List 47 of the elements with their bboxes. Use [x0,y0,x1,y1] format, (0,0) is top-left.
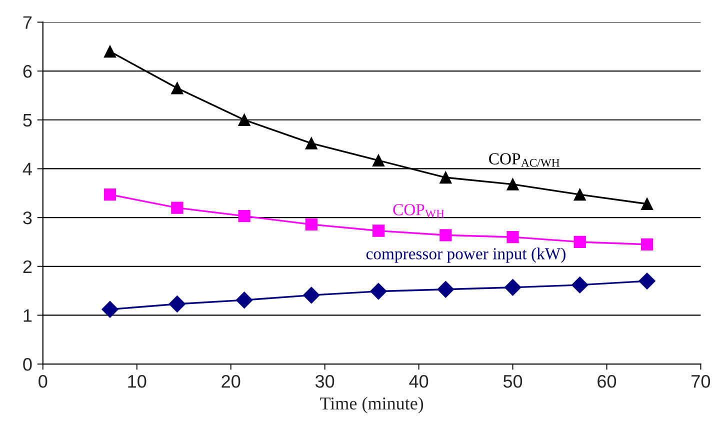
y-tick-label: 2 [23,260,32,273]
point [638,272,656,290]
series-label: compressor power input (kW) [366,248,566,263]
point [574,236,586,248]
point [440,229,452,242]
x-tick-label: 40 [409,374,428,388]
point [102,301,118,318]
point [640,198,654,210]
y-tick-label: 1 [24,309,32,322]
point [104,188,116,201]
point [440,171,452,184]
y-tick-label: 3 [23,211,32,224]
y-tick-label: 7 [23,16,32,29]
series-label: COP$_{WH}$ [393,204,444,218]
x-tick-label: 10 [128,374,146,388]
point [238,114,250,126]
point [305,137,318,150]
point [571,276,588,294]
point [506,178,519,190]
point [437,280,454,298]
point [574,188,586,201]
point [305,218,318,230]
point [303,286,320,304]
x-tick-label: 20 [222,374,240,388]
point [640,238,654,250]
x-axis-title: Time (minute) [320,396,424,414]
x-tick-label: 0 [38,374,48,388]
point [506,231,519,244]
point [104,45,116,58]
x-tick-label: 50 [503,374,522,388]
y-tick-label: 4 [22,162,32,176]
point [370,282,387,300]
point [504,279,522,296]
point [238,210,250,222]
point [372,154,385,166]
point [168,296,186,312]
x-tick-label: 30 [315,374,334,388]
point [372,224,385,237]
point [171,202,184,214]
series-label: COP$_{AC/WH}$ [489,153,560,167]
point [171,82,184,94]
y-tick-label: 5 [23,114,32,127]
x-tick-label: 60 [598,374,616,388]
y-tick-label: 6 [23,64,32,78]
y-tick-label: 0 [23,358,32,371]
point [236,292,253,308]
x-tick-label: 70 [692,374,710,388]
